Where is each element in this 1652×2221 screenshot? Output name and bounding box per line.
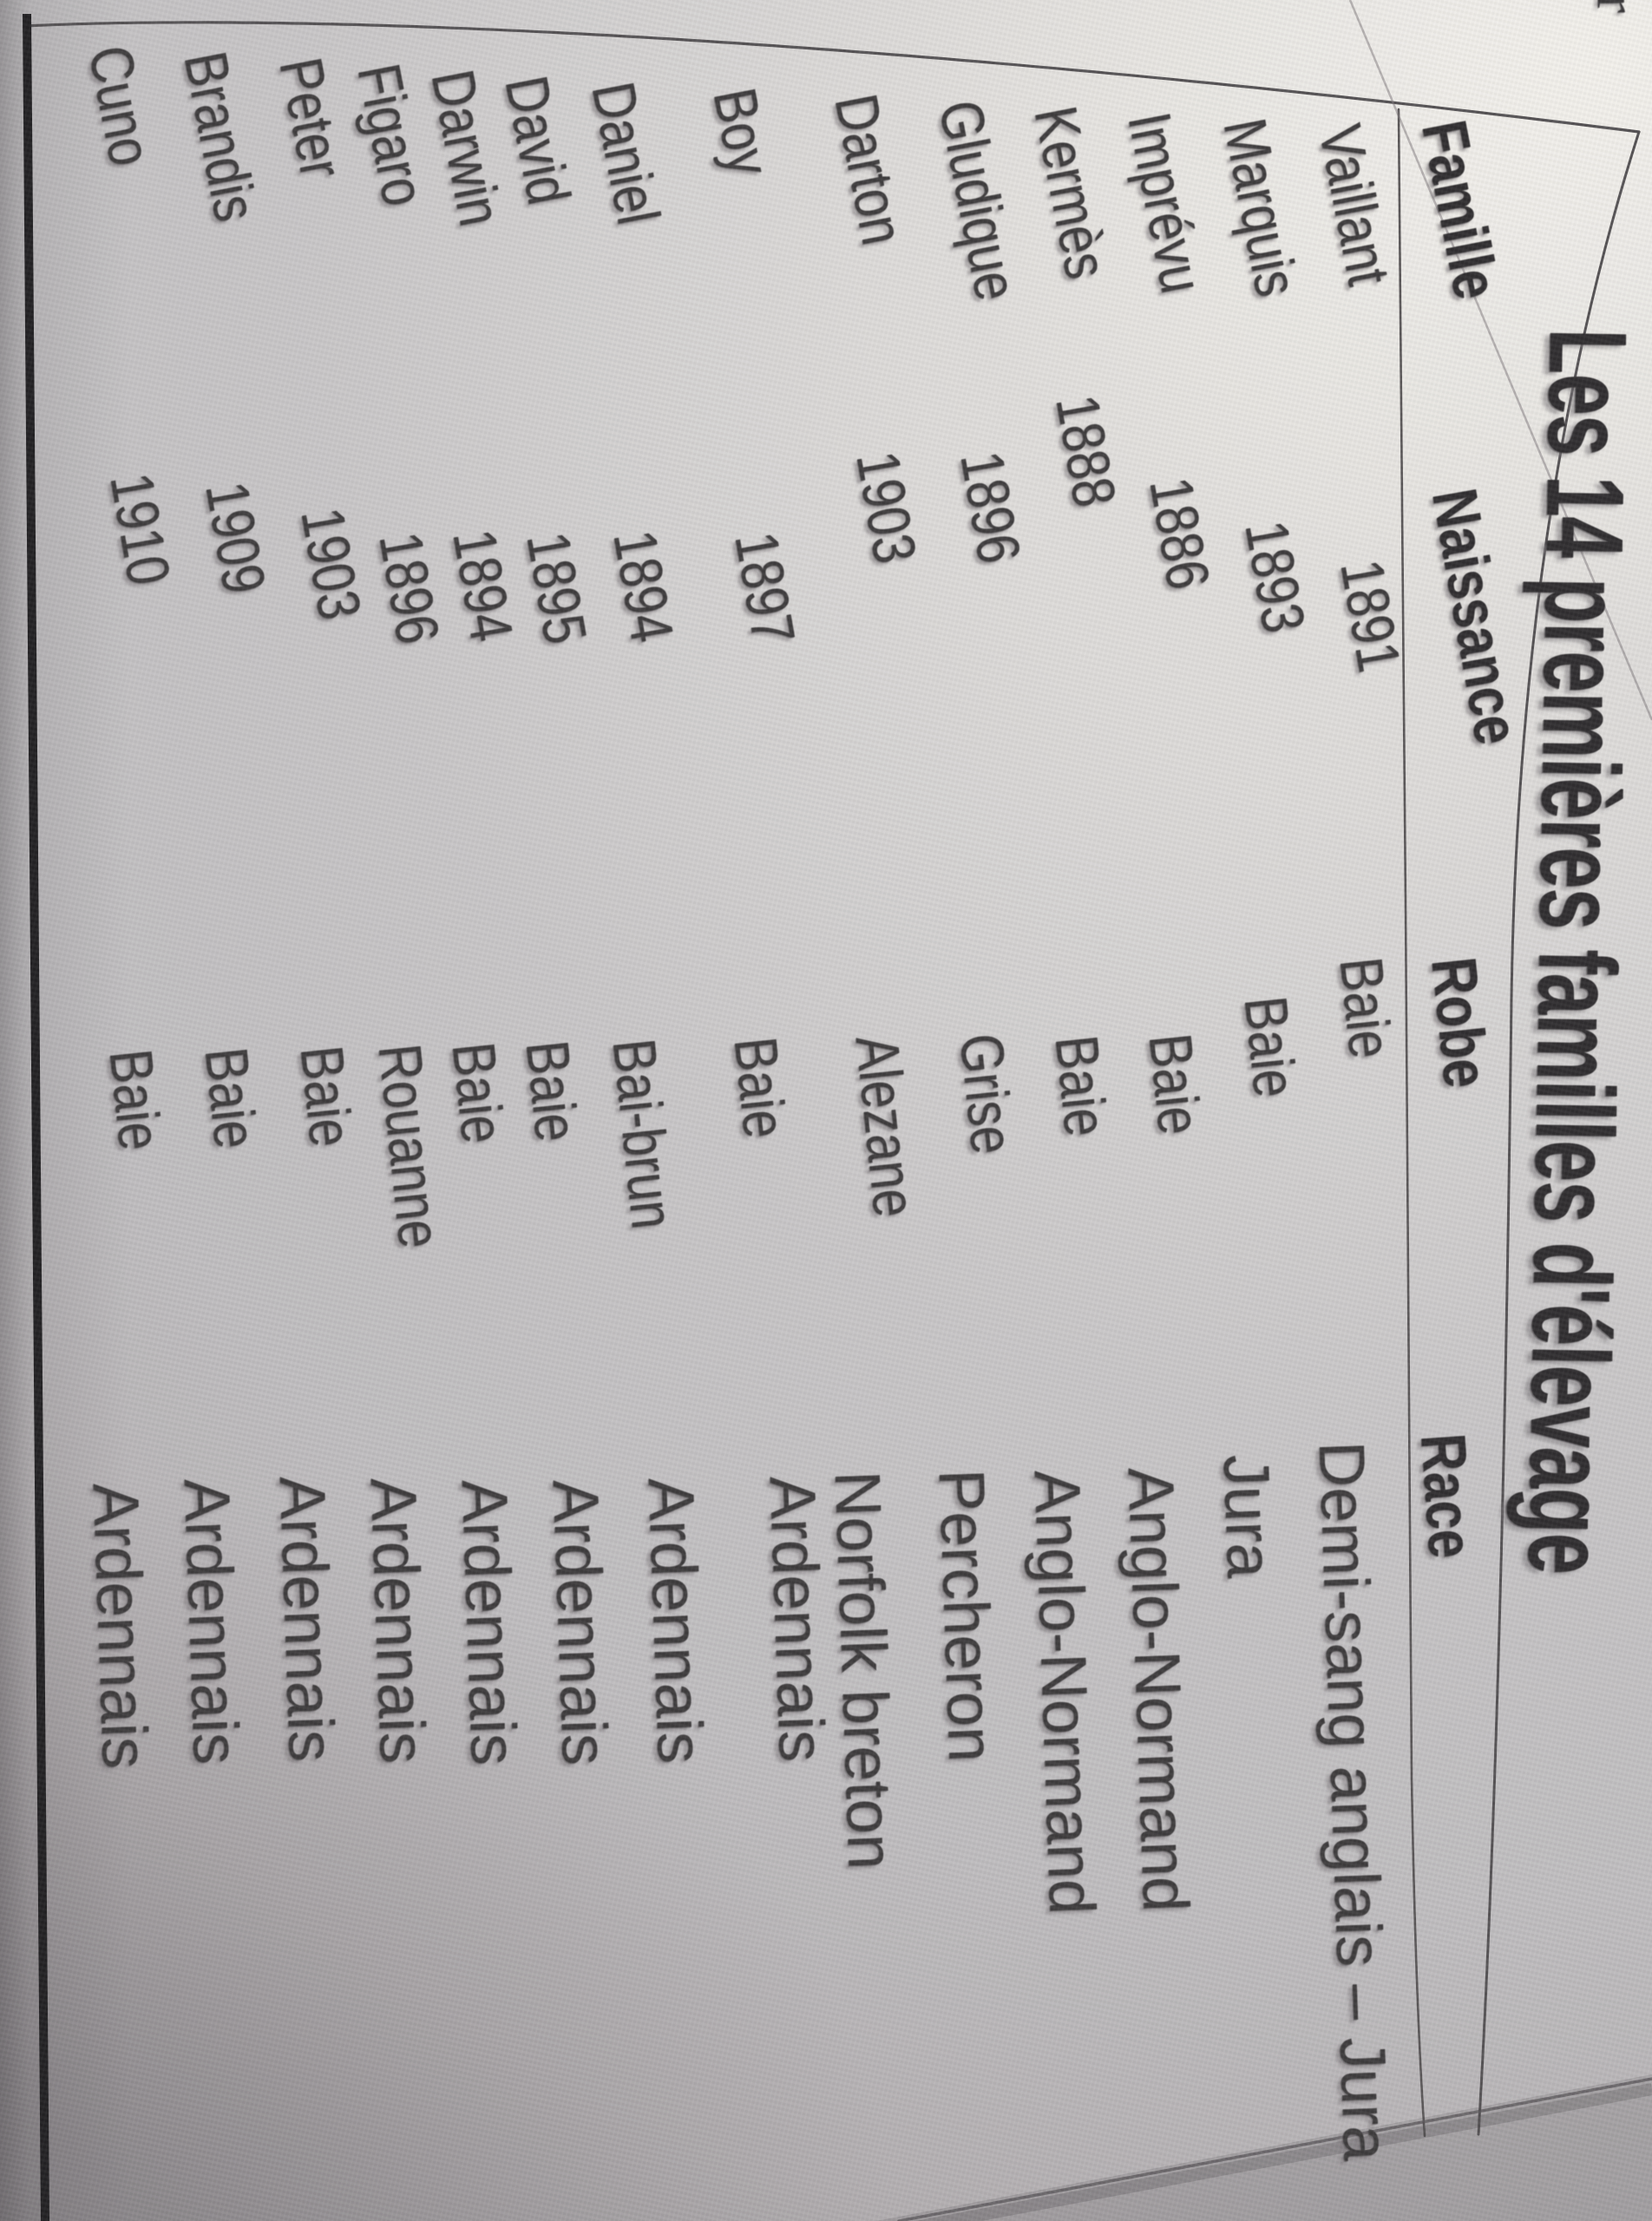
table-cell-naissance: 1894	[439, 524, 526, 646]
table-cell-naissance: 1896	[947, 446, 1033, 568]
table-cell-race: Ardennais	[538, 1477, 621, 1767]
table-cell-famille: Imprévu	[1114, 107, 1216, 298]
column-header-famille: Famille	[1408, 115, 1513, 305]
table-cell-famille: Boy	[699, 82, 783, 181]
table-cell-naissance: 1891	[1327, 554, 1413, 677]
table-cell-famille: Peter	[266, 52, 356, 184]
table-cell-race: Ardennais	[356, 1476, 439, 1766]
table-cell-race: Norfolk breton	[820, 1469, 907, 1871]
table-cell-race: Ardennais	[447, 1477, 530, 1767]
table-cell-robe: Alezane	[842, 1032, 929, 1221]
table-cell-naissance: 1897	[721, 527, 808, 649]
table-cell-race: Ardennais	[265, 1474, 348, 1764]
column-header-robe: Robe	[1418, 953, 1503, 1091]
table-cell-race: Anglo-Normand	[1113, 1465, 1202, 1913]
table-cell-naissance: 1895	[513, 527, 600, 649]
column-header-race: Race	[1407, 1431, 1487, 1561]
table-cell-race: Anglo-Normand	[1019, 1468, 1108, 1916]
table-cell-robe: Baie	[439, 1038, 517, 1147]
table-cell-race: Demi-sang anglais – Jura	[1304, 1439, 1402, 2162]
table-cell-famille: Cuno	[75, 40, 165, 172]
table-cell-robe: Baie	[192, 1044, 270, 1152]
table-cell-naissance: 1903	[287, 502, 374, 625]
table-cell-naissance: 1893	[1231, 515, 1318, 638]
table-cell-famille: Brandis	[170, 46, 271, 227]
table-cell-race: Percheron	[924, 1467, 1007, 1764]
table-cell-race: Jura	[1209, 1452, 1286, 1579]
table-cell-race: Ardennais	[755, 1474, 838, 1764]
table-cell-famille: Darton	[821, 88, 917, 251]
table-cell-famille: Gludique	[925, 95, 1031, 306]
table-cell-robe: Baie	[96, 1045, 174, 1154]
table-cell-naissance: 1886	[1136, 472, 1223, 594]
table-cell-naissance: 1903	[842, 446, 929, 568]
cut-off-text-snippet: ır	[1584, 0, 1649, 14]
table-cell-famille: Daniel	[578, 76, 672, 230]
table-cell-naissance: 1888	[1042, 390, 1129, 512]
table-cell-race: Ardennais	[78, 1481, 161, 1771]
table-cell-race: Ardennais	[633, 1476, 717, 1766]
table-cell-robe: Baie	[1042, 1032, 1120, 1140]
table-cell-robe: Baie	[1136, 1030, 1214, 1138]
table-cell-robe: Baie	[287, 1042, 365, 1150]
table-cell-robe: Baie	[721, 1033, 799, 1142]
table-title: Les 14 premières familles d'élevage	[1504, 327, 1650, 1576]
table-cell-naissance: 1896	[365, 527, 452, 649]
table-cell-robe: Grise	[947, 1030, 1027, 1157]
table-cell-naissance: 1894	[600, 525, 686, 647]
table-cell-famille: Kermès	[1020, 101, 1121, 285]
table-cell-naissance: 1909	[192, 476, 279, 599]
table-cell-famille: Marquis	[1210, 113, 1311, 302]
table-cell-robe: Baie	[513, 1037, 591, 1145]
table-cell-famille: Vaillant	[1305, 119, 1404, 291]
table-cell-robe: Rouanne	[365, 1040, 455, 1251]
column-header-naissance: Naissance	[1419, 483, 1534, 750]
table-cell-race: Ardennais	[169, 1477, 252, 1766]
table-cell-robe: Baie	[1231, 993, 1309, 1101]
table-cell-robe: Bai-brun	[600, 1035, 687, 1232]
table-cell-naissance: 1910	[96, 468, 183, 590]
table-cell-robe: Baie	[1327, 953, 1405, 1062]
